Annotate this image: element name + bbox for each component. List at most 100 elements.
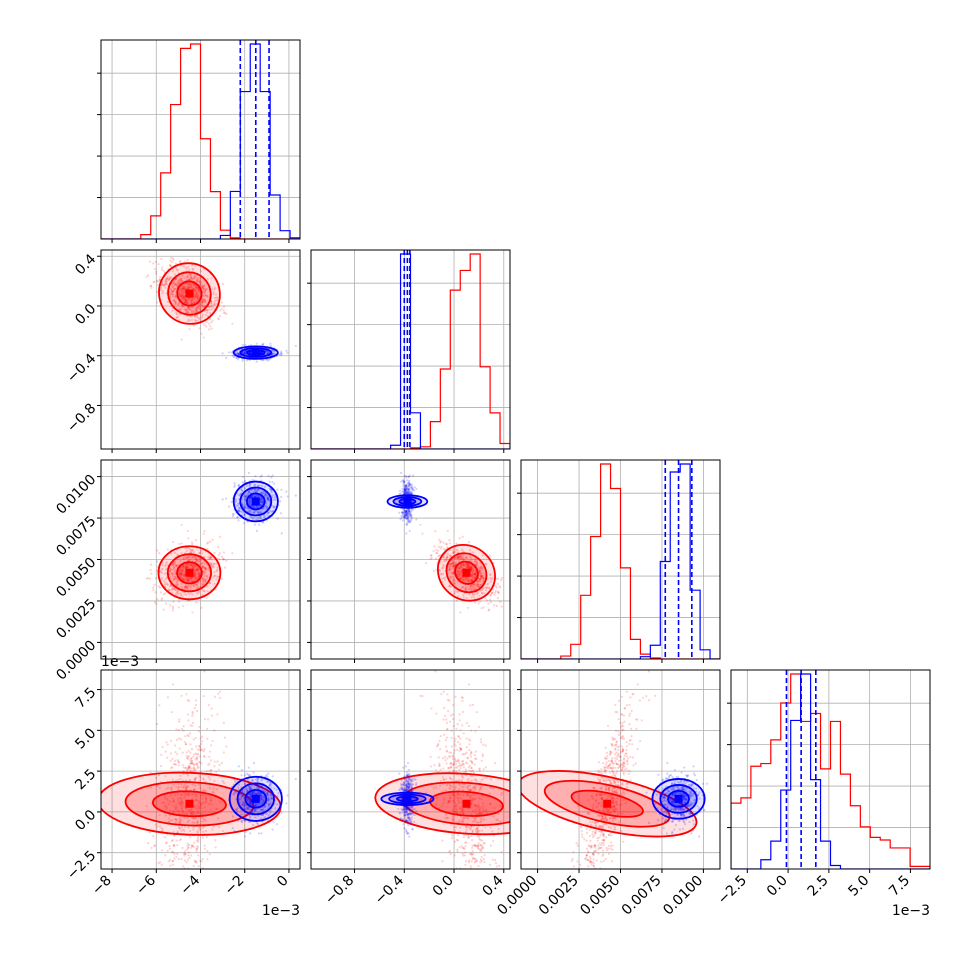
sample-point (453, 582, 457, 585)
sample-point (215, 562, 218, 565)
sample-point (181, 570, 184, 573)
sample-point (167, 589, 171, 592)
sample-point (286, 794, 289, 797)
sample-point (198, 552, 201, 555)
sample-point (464, 588, 468, 591)
sample-point (184, 585, 187, 588)
sample-point (279, 351, 283, 355)
sample-point (446, 529, 449, 533)
sample-point (480, 575, 484, 579)
sample-point (198, 290, 201, 294)
sample-point (201, 579, 204, 582)
sample-point (400, 514, 403, 518)
sample-point (217, 317, 220, 320)
sample-point (215, 569, 218, 573)
sample-point (402, 490, 405, 493)
sample-point (256, 489, 259, 492)
sample-point (203, 287, 206, 290)
sample-point (477, 582, 480, 585)
sample-point (162, 608, 165, 611)
sample-point (494, 589, 497, 593)
sample-point (188, 278, 191, 281)
sample-point (286, 351, 289, 354)
sample-point (200, 606, 203, 609)
sample-point (475, 573, 478, 576)
sample-point (196, 310, 199, 313)
sample-point (191, 563, 194, 566)
sample-point (190, 580, 193, 583)
sample-point (201, 299, 205, 302)
sample-point (247, 491, 250, 494)
sample-point (149, 284, 152, 288)
sample-point (469, 585, 473, 588)
sample-point (194, 284, 197, 287)
sample-point (220, 577, 223, 580)
sample-point (411, 488, 414, 491)
sample-point (404, 513, 408, 517)
sample-point (194, 557, 197, 560)
sample-point (203, 289, 207, 292)
sample-point (187, 547, 190, 550)
sample-point (208, 305, 211, 309)
sample-point (174, 295, 177, 298)
sample-point (497, 590, 500, 593)
sample-point (198, 573, 202, 576)
sample-point (176, 280, 179, 284)
sample-point (246, 359, 249, 362)
sample-point (467, 564, 470, 567)
sample-point (450, 562, 453, 565)
sample-point (216, 299, 219, 302)
sample-point (170, 288, 173, 291)
sample-point (179, 289, 183, 293)
sample-point (483, 576, 486, 580)
sample-point (180, 296, 183, 299)
sample-point (184, 586, 187, 589)
sample-point (195, 314, 198, 317)
sample-point (442, 541, 445, 544)
sample-point (252, 516, 255, 519)
sample-point (242, 475, 245, 479)
sample-point (172, 289, 175, 292)
y-tick-label: 0.4 (72, 251, 99, 278)
sample-point (171, 270, 175, 273)
y-tick-label: 0.0050 (53, 555, 99, 601)
sample-point (180, 279, 183, 282)
sample-point (259, 497, 262, 501)
sample-point (473, 577, 476, 580)
sample-point (495, 586, 498, 589)
sample-point (170, 839, 173, 843)
sample-point (244, 352, 247, 356)
sample-point (169, 585, 172, 588)
sample-point (248, 500, 252, 503)
sample-point (247, 766, 250, 769)
sample-point (174, 282, 177, 285)
sample-point (166, 275, 169, 278)
sample-point (481, 577, 485, 580)
sample-point (169, 293, 173, 296)
sample-point (193, 841, 196, 844)
sample-point (156, 723, 159, 726)
panel-2-1 (307, 459, 511, 663)
sample-point (403, 512, 406, 515)
sample-point (477, 579, 481, 582)
sample-point (405, 484, 408, 487)
sample-point (190, 299, 193, 302)
sample-point (225, 745, 228, 748)
sample-point (169, 552, 173, 555)
sample-point (227, 351, 231, 354)
sample-point (197, 288, 200, 291)
sample-point (190, 550, 193, 553)
sample-point (473, 588, 476, 591)
sample-point (218, 763, 221, 767)
sample-point (165, 841, 168, 844)
sample-point (195, 592, 198, 595)
sample-point (500, 577, 504, 580)
sample-point (470, 585, 473, 588)
sample-point (157, 262, 160, 266)
sample-point (490, 591, 493, 594)
sample-point (173, 284, 176, 287)
sample-point (259, 498, 263, 501)
sample-point (399, 471, 403, 475)
sample-point (253, 523, 257, 526)
sample-point (234, 498, 237, 501)
